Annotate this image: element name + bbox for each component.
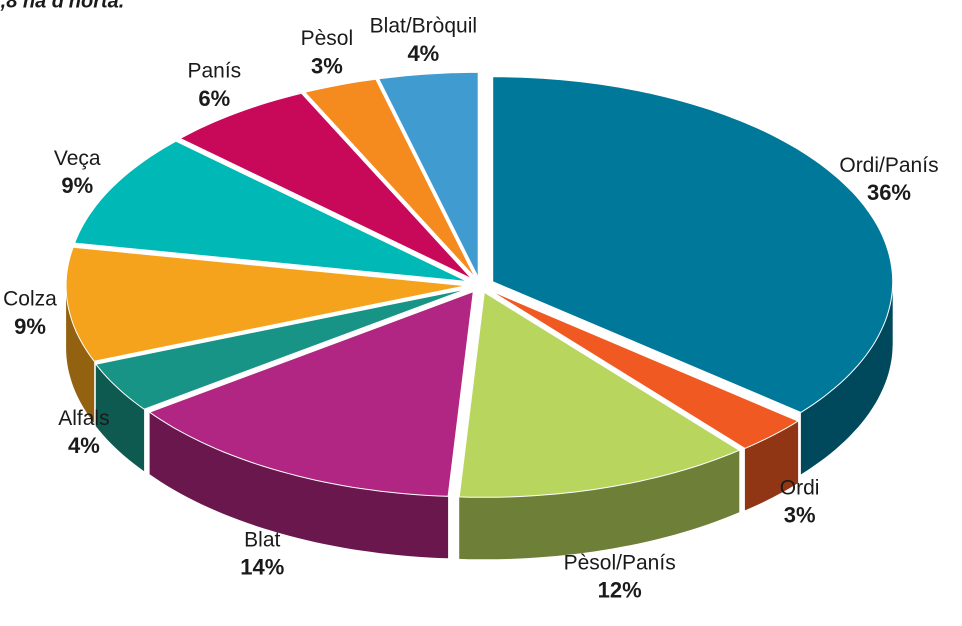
slice-label: Alfals bbox=[58, 407, 109, 430]
slice bbox=[73, 140, 468, 282]
slice-side bbox=[800, 281, 893, 475]
slice bbox=[492, 76, 894, 413]
slice-side bbox=[95, 364, 145, 472]
slice-value: 4% bbox=[68, 433, 100, 458]
slice bbox=[378, 71, 479, 278]
slice-value: 6% bbox=[198, 86, 230, 111]
chart-title: ),8 ha d'horta. bbox=[0, 0, 124, 12]
slice-label: Pèsol/Panís bbox=[564, 551, 676, 574]
slice bbox=[303, 78, 476, 279]
slice bbox=[94, 288, 468, 410]
slice-label: Colza bbox=[3, 288, 57, 311]
slice bbox=[179, 92, 473, 280]
slice-side bbox=[149, 412, 449, 559]
slice bbox=[65, 246, 467, 362]
slice-label: Pèsol bbox=[301, 27, 354, 50]
slice-label: Blat bbox=[244, 528, 280, 551]
slice-label: Panís bbox=[187, 60, 241, 83]
slice-label: Ordi bbox=[780, 476, 820, 499]
slice bbox=[489, 289, 800, 449]
slice-side bbox=[744, 421, 799, 511]
slice-value: 3% bbox=[784, 503, 816, 528]
slice-label: Veça bbox=[54, 147, 101, 170]
slice-value: 4% bbox=[407, 41, 439, 66]
slice-side bbox=[459, 450, 740, 560]
slice-value: 3% bbox=[311, 53, 343, 78]
slice-value: 36% bbox=[867, 180, 911, 205]
slice-label: Ordi/Panís bbox=[839, 154, 938, 177]
slice-value: 9% bbox=[61, 173, 93, 198]
slice bbox=[458, 291, 741, 498]
slice-value: 9% bbox=[14, 314, 46, 339]
slice-side bbox=[66, 285, 95, 424]
slice bbox=[148, 290, 474, 497]
slice-label: Blat/Bròquil bbox=[370, 14, 477, 37]
slice-value: 14% bbox=[240, 555, 284, 580]
slice-value: 12% bbox=[598, 578, 642, 603]
